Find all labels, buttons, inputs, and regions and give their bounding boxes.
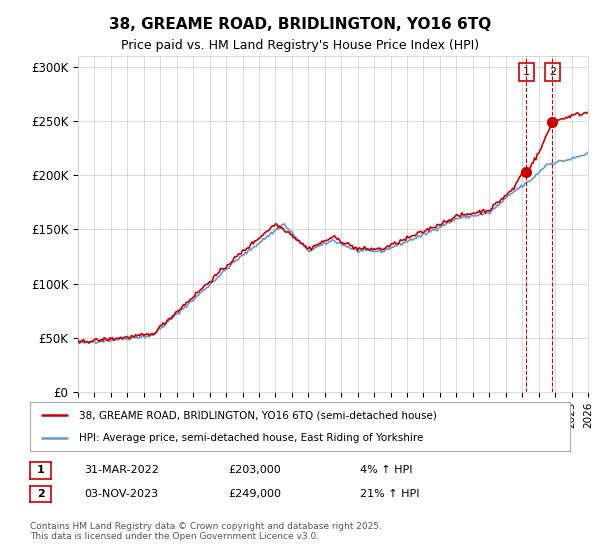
Text: 4% ↑ HPI: 4% ↑ HPI [360, 465, 413, 475]
Text: £203,000: £203,000 [228, 465, 281, 475]
Text: 1: 1 [523, 67, 530, 77]
Text: Contains HM Land Registry data © Crown copyright and database right 2025.
This d: Contains HM Land Registry data © Crown c… [30, 522, 382, 542]
Text: 2: 2 [37, 489, 44, 499]
Text: 03-NOV-2023: 03-NOV-2023 [84, 489, 158, 499]
Text: 38, GREAME ROAD, BRIDLINGTON, YO16 6TQ (semi-detached house): 38, GREAME ROAD, BRIDLINGTON, YO16 6TQ (… [79, 410, 436, 421]
Text: 38, GREAME ROAD, BRIDLINGTON, YO16 6TQ: 38, GREAME ROAD, BRIDLINGTON, YO16 6TQ [109, 17, 491, 32]
Text: 2: 2 [549, 67, 556, 77]
Text: Price paid vs. HM Land Registry's House Price Index (HPI): Price paid vs. HM Land Registry's House … [121, 39, 479, 52]
Text: HPI: Average price, semi-detached house, East Riding of Yorkshire: HPI: Average price, semi-detached house,… [79, 433, 423, 444]
Text: 31-MAR-2022: 31-MAR-2022 [84, 465, 159, 475]
Text: £249,000: £249,000 [228, 489, 281, 499]
Text: 1: 1 [37, 465, 44, 475]
Text: 21% ↑ HPI: 21% ↑ HPI [360, 489, 419, 499]
